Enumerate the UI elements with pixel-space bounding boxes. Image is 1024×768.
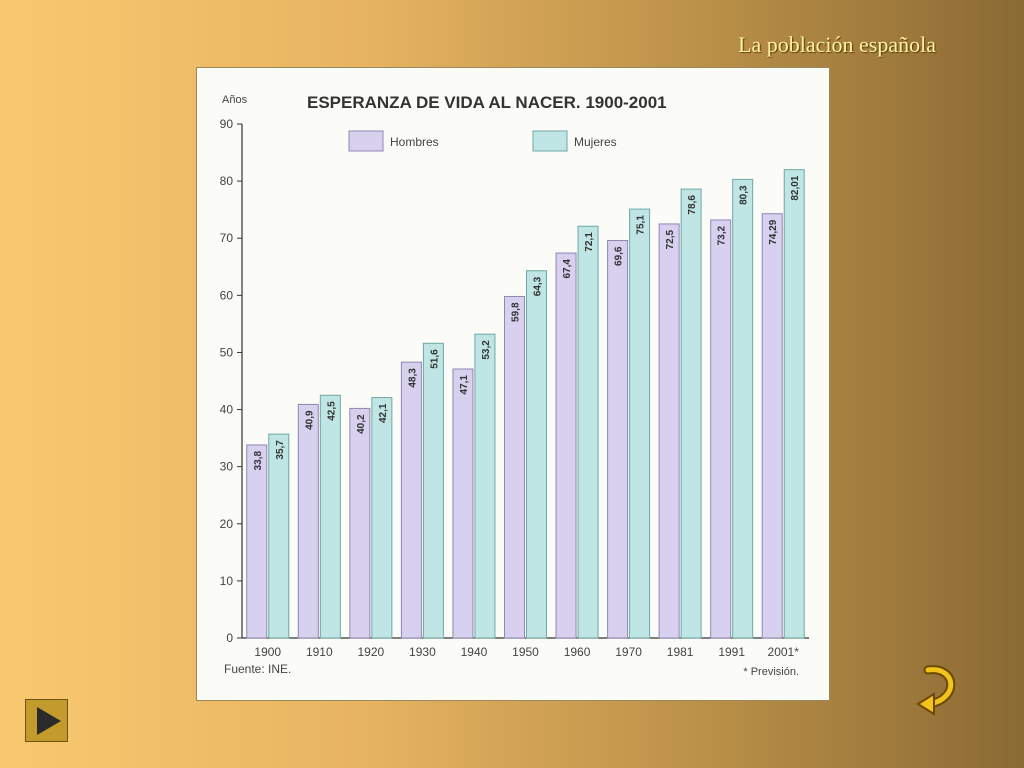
- bar-hombres-1981: [658, 223, 680, 639]
- legend-swatch-mujeres: [532, 130, 568, 152]
- bar-value-label: 73,2: [717, 226, 728, 246]
- y-tick-label: 10: [220, 574, 234, 588]
- bar-value-label: 64,3: [533, 276, 544, 296]
- x-tick-label: 1940: [461, 645, 488, 659]
- life-expectancy-chart: ESPERANZA DE VIDA AL NACER. 1900-2001 Añ…: [220, 93, 809, 678]
- y-tick-label: 90: [220, 117, 234, 131]
- x-tick-label: 1960: [564, 645, 591, 659]
- bar-mujeres-1940: [474, 333, 496, 639]
- bar-mujeres-1930: [422, 342, 444, 639]
- bar-value-label: 48,3: [407, 368, 418, 388]
- source-note: Fuente: INE.: [224, 662, 291, 676]
- return-arrow-icon: [916, 665, 956, 716]
- y-tick-label: 20: [220, 517, 234, 531]
- x-tick-label: 1900: [254, 645, 281, 659]
- bar-value-label: 59,8: [511, 302, 522, 322]
- x-tick-label: 2001*: [768, 645, 800, 659]
- play-icon: [37, 707, 61, 735]
- bar-value-label: 42,5: [326, 401, 337, 421]
- y-tick-label: 80: [220, 174, 234, 188]
- bar-value-label: 75,1: [636, 215, 647, 235]
- legend-label-hombres: Hombres: [390, 135, 439, 149]
- bar-value-label: 33,8: [253, 451, 264, 471]
- return-button[interactable]: [912, 660, 964, 720]
- bar-value-label: 53,2: [481, 340, 492, 360]
- bar-hombres-1900: [246, 444, 268, 639]
- next-slide-button[interactable]: [25, 699, 68, 742]
- bar-value-label: 47,1: [459, 375, 470, 395]
- bar-mujeres-1960: [577, 225, 599, 639]
- bar-mujeres-1970: [629, 208, 651, 639]
- legend-label-mujeres: Mujeres: [574, 135, 617, 149]
- bar-mujeres-1950: [526, 270, 547, 639]
- y-axis-label: Años: [222, 94, 248, 106]
- bar-mujeres-1991: [732, 178, 754, 639]
- x-tick-label: 1910: [306, 645, 333, 659]
- bar-hombres-1930: [400, 361, 422, 639]
- y-tick-label: 70: [220, 231, 234, 245]
- bar-value-label: 72,1: [584, 232, 595, 252]
- bar-value-label: 78,6: [687, 195, 698, 215]
- x-tick-label: 1930: [409, 645, 436, 659]
- bar-value-label: 74,29: [768, 219, 779, 244]
- bar-hombres-1910: [297, 403, 319, 639]
- bar-hombres-1991: [710, 219, 732, 639]
- bar-hombres-1920: [349, 407, 371, 639]
- x-tick-label: 1981: [667, 645, 694, 659]
- bar-value-label: 40,9: [304, 410, 315, 430]
- bar-value-label: 42,1: [378, 403, 389, 423]
- bar-value-label: 69,6: [614, 246, 625, 266]
- chart-title: ESPERANZA DE VIDA AL NACER. 1900-2001: [307, 93, 667, 112]
- bar-value-label: 40,2: [356, 414, 367, 434]
- bar-mujeres-1981: [680, 188, 702, 639]
- forecast-note: * Previsión.: [743, 666, 799, 678]
- bar-mujeres-1920: [371, 397, 393, 639]
- bar-hombres-2001: [761, 213, 783, 639]
- bar-value-label: 67,4: [562, 259, 573, 279]
- bar-value-label: 72,5: [665, 230, 676, 250]
- bar-mujeres-2001: [783, 169, 805, 639]
- y-tick-label: 30: [220, 460, 234, 474]
- bar-hombres-1950: [504, 295, 525, 639]
- y-tick-label: 0: [226, 631, 233, 645]
- bar-hombres-1970: [607, 240, 629, 639]
- bar-mujeres-1900: [268, 433, 290, 639]
- x-tick-label: 1970: [615, 645, 642, 659]
- x-tick-label: 1950: [512, 645, 539, 659]
- bar-value-label: 51,6: [429, 349, 440, 369]
- x-tick-label: 1920: [358, 645, 385, 659]
- bar-hombres-1960: [555, 252, 577, 639]
- y-tick-label: 40: [220, 403, 234, 417]
- bar-hombres-1940: [452, 368, 474, 639]
- bar-value-label: 35,7: [275, 440, 286, 460]
- slide-title: La población española: [738, 32, 936, 57]
- y-tick-label: 50: [220, 345, 234, 359]
- y-tick-label: 60: [220, 288, 234, 302]
- bar-mujeres-1910: [319, 394, 341, 639]
- chart-panel: ESPERANZA DE VIDA AL NACER. 1900-2001 Añ…: [196, 67, 830, 701]
- bar-value-label: 82,01: [790, 175, 801, 200]
- legend-swatch-hombres: [348, 130, 384, 152]
- bar-value-label: 80,3: [739, 185, 750, 205]
- x-tick-label: 1991: [718, 645, 745, 659]
